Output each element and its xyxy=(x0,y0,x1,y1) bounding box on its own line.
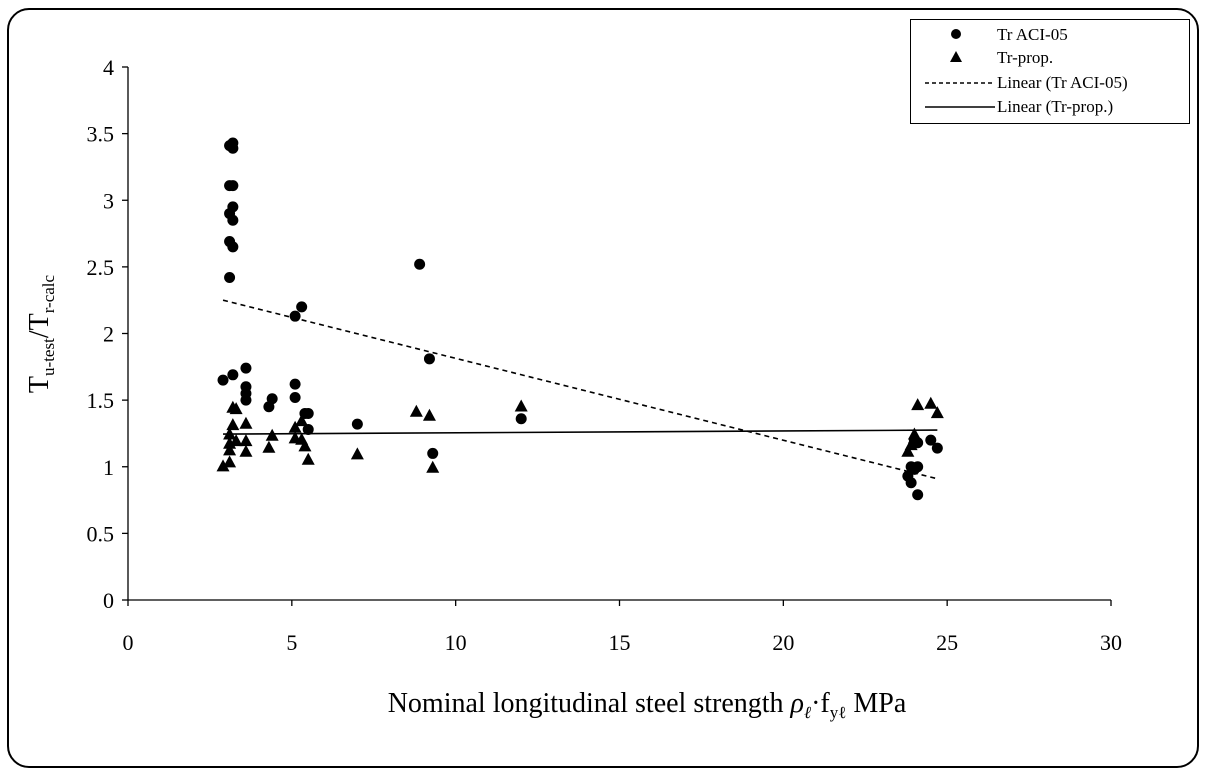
data-point-circle xyxy=(227,214,239,226)
x-tick-label: 25 xyxy=(936,630,958,655)
data-point-triangle xyxy=(239,434,253,447)
legend: Tr ACI-05 Tr-prop. Linear (Tr ACI-05) Li… xyxy=(910,19,1190,124)
data-point-triangle xyxy=(514,399,528,412)
data-point-triangle xyxy=(265,428,279,441)
data-point-triangle xyxy=(930,406,944,419)
data-point-circle xyxy=(227,142,239,154)
data-point-circle xyxy=(224,272,236,284)
legend-label: Linear (Tr-prop.) xyxy=(997,97,1114,116)
data-points xyxy=(216,137,944,501)
data-point-circle xyxy=(414,258,426,270)
data-point-triangle xyxy=(911,398,925,411)
data-point-triangle xyxy=(426,460,440,473)
data-point-circle xyxy=(351,418,363,430)
data-point-circle xyxy=(423,353,435,365)
y-axis-title: Tu-test/Tr-calc xyxy=(24,274,58,393)
data-point-circle xyxy=(227,180,239,192)
legend-item-tr-prop: Tr-prop. xyxy=(911,47,1189,69)
triangle-marker-icon xyxy=(950,51,962,62)
y-tick-label: 1.5 xyxy=(87,388,115,413)
y-axis-ticks: 0 0.5 1 1.5 2 2.5 3 3.5 4 xyxy=(87,55,128,613)
data-point-triangle xyxy=(901,444,915,457)
data-point-circle xyxy=(427,447,439,459)
data-point-circle xyxy=(240,362,252,374)
data-point-triangle xyxy=(907,427,921,440)
data-point-triangle xyxy=(409,404,423,417)
y-tick-label: 3.5 xyxy=(87,122,115,147)
data-point-circle xyxy=(912,461,924,473)
data-point-circle xyxy=(302,423,314,435)
data-point-circle xyxy=(240,394,252,406)
data-point-triangle xyxy=(298,439,312,452)
axes: 0 5 10 15 20 25 30 0 0.5 1 1.5 2 2.5 3 3.5 4 xyxy=(87,55,1123,655)
trendlines xyxy=(222,299,938,480)
dashed-line-icon xyxy=(925,82,995,84)
y-tick-label: 0 xyxy=(103,588,114,613)
data-point-triangle xyxy=(288,420,302,433)
x-tick-label: 20 xyxy=(772,630,794,655)
data-point-triangle xyxy=(295,414,309,427)
data-point-circle xyxy=(912,489,924,501)
y-tick-label: 0.5 xyxy=(87,521,115,546)
data-point-circle xyxy=(931,442,943,454)
x-tick-label: 5 xyxy=(286,630,297,655)
data-point-triangle xyxy=(924,396,938,409)
y-tick-label: 1 xyxy=(103,455,114,480)
data-point-triangle xyxy=(223,455,237,468)
data-point-triangle xyxy=(422,408,436,421)
data-point-circle xyxy=(302,407,314,419)
data-point-circle xyxy=(905,477,917,489)
x-tick-label: 0 xyxy=(123,630,134,655)
y-tick-label: 2 xyxy=(103,322,114,347)
data-point-triangle xyxy=(223,427,237,440)
x-tick-label: 30 xyxy=(1100,630,1122,655)
chart-frame xyxy=(7,8,1199,768)
data-point-triangle xyxy=(350,447,364,460)
y-tick-label: 3 xyxy=(103,188,114,213)
x-axis-title: Nominal longitudinal steel strength ρℓ·f… xyxy=(388,688,907,722)
circle-marker-icon xyxy=(951,29,961,39)
solid-line-icon xyxy=(925,106,995,108)
data-point-triangle xyxy=(904,438,918,451)
data-point-circle xyxy=(925,434,937,446)
legend-label: Tr-prop. xyxy=(997,48,1054,67)
x-axis-ticks: 0 5 10 15 20 25 30 xyxy=(123,600,1122,655)
data-point-circle xyxy=(227,369,239,381)
legend-item-linear-tr-prop: Linear (Tr-prop.) xyxy=(911,96,1189,118)
legend-label: Tr ACI-05 xyxy=(997,25,1068,44)
data-point-circle xyxy=(296,301,308,313)
y-tick-label: 2.5 xyxy=(87,255,115,280)
data-point-triangle xyxy=(223,443,237,456)
data-point-circle xyxy=(289,391,301,403)
data-point-triangle xyxy=(239,444,253,457)
data-point-triangle xyxy=(216,459,230,472)
data-point-circle xyxy=(289,310,301,322)
data-point-triangle xyxy=(239,416,253,429)
data-point-triangle xyxy=(301,452,315,465)
data-point-triangle xyxy=(262,440,276,453)
data-point-circle xyxy=(217,374,229,386)
trendline-tr-aci xyxy=(222,299,938,480)
data-point-triangle xyxy=(229,434,243,447)
data-point-triangle xyxy=(229,402,243,415)
data-point-circle xyxy=(227,241,239,253)
x-tick-label: 10 xyxy=(445,630,467,655)
data-point-circle xyxy=(289,378,301,390)
legend-item-linear-tr-aci: Linear (Tr ACI-05) xyxy=(911,72,1189,94)
data-point-circle xyxy=(515,413,527,425)
trendline-tr-prop xyxy=(223,429,938,435)
legend-label: Linear (Tr ACI-05) xyxy=(997,73,1128,92)
data-point-triangle xyxy=(226,418,240,431)
data-point-circle xyxy=(263,401,275,413)
legend-item-tr-aci: Tr ACI-05 xyxy=(911,24,1189,46)
x-tick-label: 15 xyxy=(609,630,631,655)
y-tick-label: 4 xyxy=(103,55,114,80)
